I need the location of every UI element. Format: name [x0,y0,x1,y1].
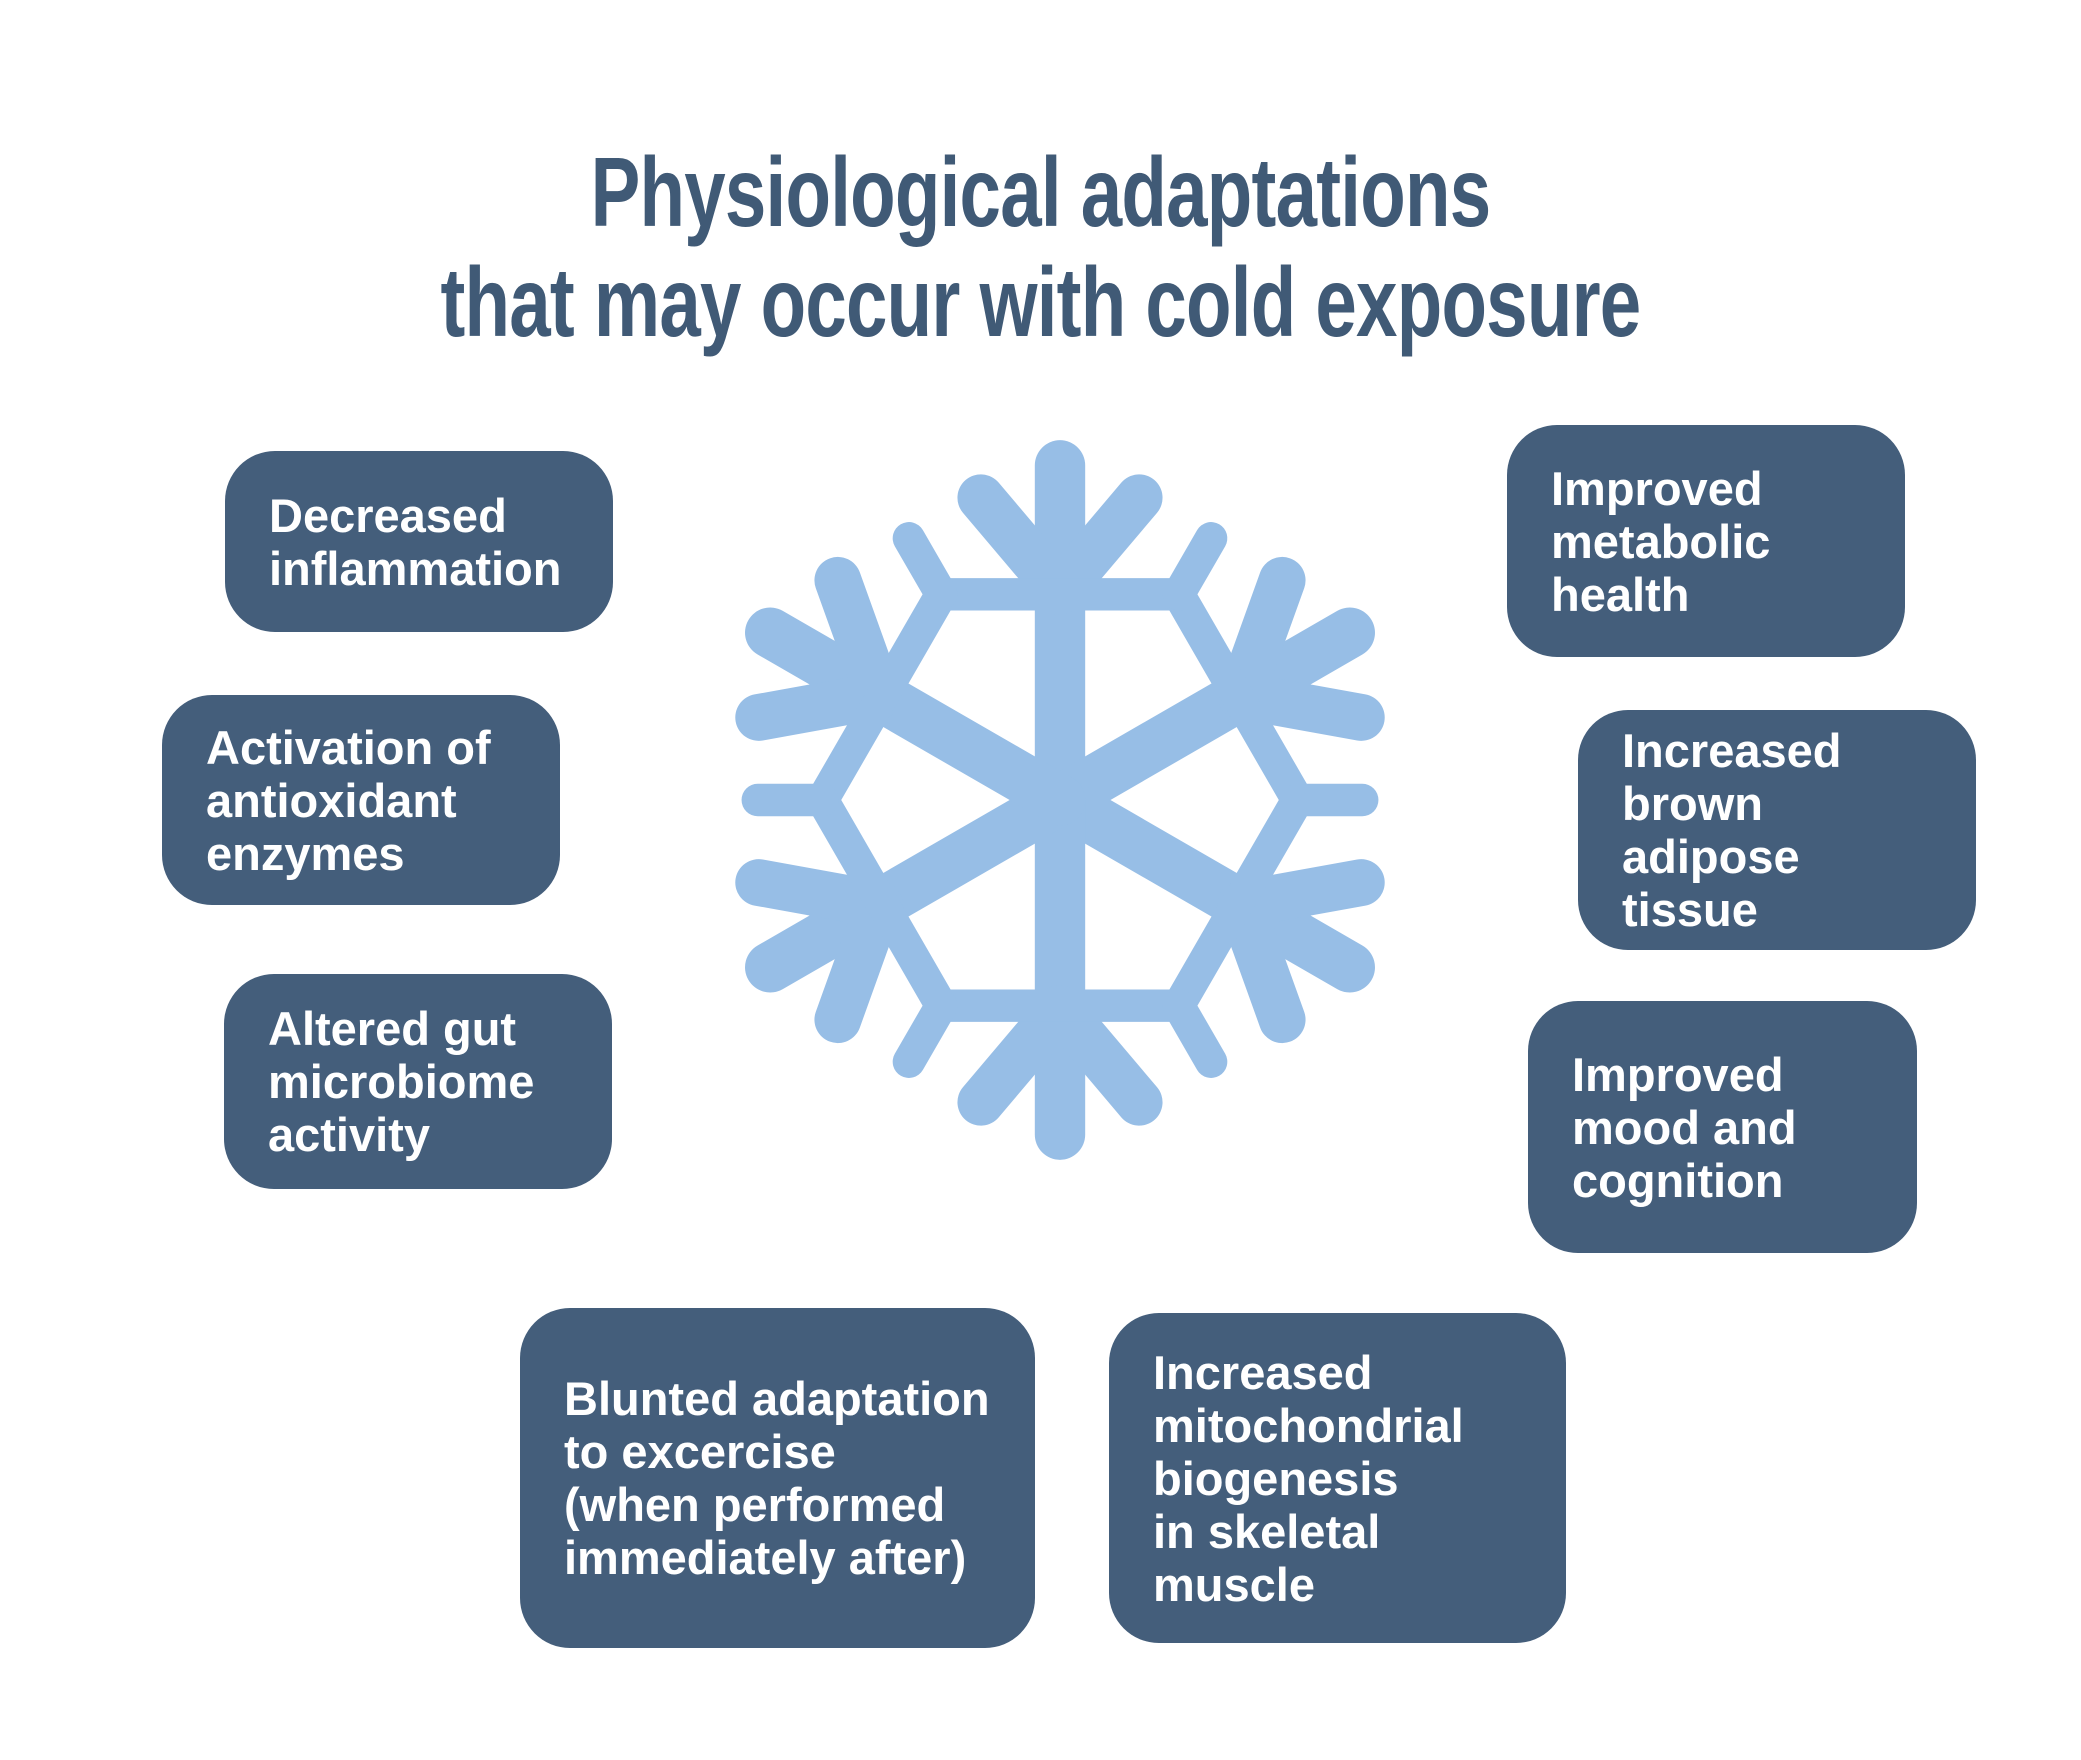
title-line-2: that may occur with cold exposure [440,246,1642,357]
page-title-text: Physiological adaptations that may occur… [440,137,1642,358]
box-metabolic-health: Improved metabolic health [1507,425,1905,657]
box-label: Activation of antioxidant enzymes [206,720,491,880]
box-label: Improved mood and cognition [1572,1047,1797,1207]
box-label: Increased mitochondrial biogenesis in sk… [1153,1345,1464,1611]
box-decreased-inflammation: Decreased inflammation [225,451,613,632]
title-line-1: Physiological adaptations [590,137,1492,247]
page-title: Physiological adaptations that may occur… [0,137,2081,358]
box-label: Altered gut microbiome activity [268,1002,535,1161]
box-gut-microbiome: Altered gut microbiome activity [224,974,612,1189]
box-antioxidant-enzymes: Activation of antioxidant enzymes [162,695,560,905]
box-label: Increased brown adipose tissue [1622,724,1842,936]
box-label: Blunted adaptation to excercise (when pe… [564,1372,990,1584]
box-label: Improved metabolic health [1551,461,1771,621]
box-blunted-adaptation: Blunted adaptation to excercise (when pe… [520,1308,1035,1648]
box-label: Decreased inflammation [269,488,562,595]
box-mood-cognition: Improved mood and cognition [1528,1001,1917,1253]
box-mitochondrial-biogenesis: Increased mitochondrial biogenesis in sk… [1109,1313,1566,1643]
box-brown-adipose: Increased brown adipose tissue [1578,710,1976,950]
snowflake-icon [735,440,1385,1160]
